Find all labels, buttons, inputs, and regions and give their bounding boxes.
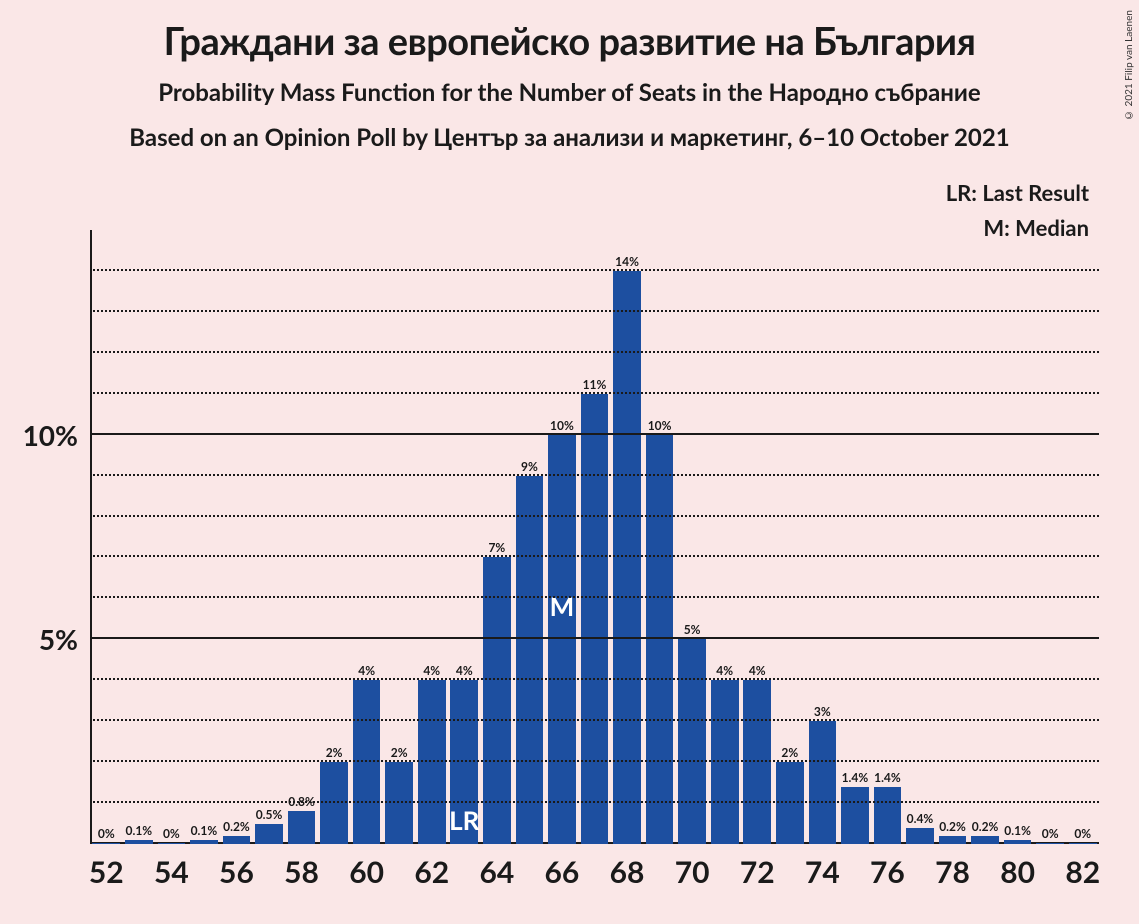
gridline-minor	[90, 351, 1099, 353]
y-axis-tick-label: 10%	[23, 418, 90, 452]
bar: 5%	[678, 639, 706, 844]
x-axis-tick-label: 72	[740, 854, 775, 890]
x-axis-tick-label: 52	[89, 854, 124, 890]
bar: 1.4%	[874, 787, 902, 844]
bar: 4%	[711, 680, 739, 844]
legend-lr: LR: Last Result	[946, 175, 1089, 210]
bar: 1.4%	[841, 787, 869, 844]
gridline-minor	[90, 310, 1099, 312]
x-axis-tick-label: 68	[610, 854, 645, 890]
bar: 4%	[418, 680, 446, 844]
bar-value-label: 0%	[1074, 826, 1091, 843]
x-axis-tick-label: 58	[284, 854, 319, 890]
gridline-minor	[90, 392, 1099, 394]
x-axis-tick-label: 62	[414, 854, 449, 890]
bar: 0.2%	[223, 836, 251, 844]
bar-value-label: 0.2%	[972, 819, 999, 836]
bar-value-label: 1.4%	[874, 770, 901, 787]
x-axis-tick-label: 56	[219, 854, 254, 890]
x-axis-labels: 52 54 56 58 60 62 64 66 68 70 72 74 76 78 80 82	[90, 844, 1099, 894]
x-axis-tick-label: 76	[870, 854, 905, 890]
gridline-minor	[90, 515, 1099, 517]
bar: 4%	[743, 680, 771, 844]
x-axis-tick-label: 80	[1000, 854, 1035, 890]
gridline-minor	[90, 719, 1099, 721]
y-axis-tick-label: 5%	[39, 622, 90, 656]
chart-subtitle-2: Based on an Opinion Poll by Център за ан…	[0, 123, 1139, 152]
copyright-text: © 2021 Filip van Laenen	[1123, 10, 1135, 121]
bar: 0.4%	[906, 828, 934, 844]
bar-value-label: 0.2%	[223, 819, 250, 836]
gridline-minor	[90, 474, 1099, 476]
bar-value-label: 0%	[1042, 826, 1059, 843]
annotation-lr: LR	[449, 804, 479, 836]
gridline-minor	[90, 596, 1099, 598]
bar-value-label: 0.1%	[1004, 823, 1031, 840]
bars-container: 0%0.1%0%0.1%0.2%0.5%0.8%2%4%2%4%4%LR7%9%…	[90, 230, 1099, 844]
x-axis-tick-label: 70	[675, 854, 710, 890]
bar-value-label: 0.1%	[191, 823, 218, 840]
bar: 0.2%	[971, 836, 999, 844]
bar-value-label: 0.4%	[907, 811, 934, 828]
chart-subtitle-1: Probability Mass Function for the Number…	[0, 78, 1139, 107]
gridline-minor	[90, 678, 1099, 680]
bar: 9%	[516, 476, 544, 844]
bar-value-label: 0.1%	[126, 823, 153, 840]
gridline-major	[90, 433, 1099, 435]
bar-value-label: 0%	[98, 826, 115, 843]
bar: 0.2%	[939, 836, 967, 844]
bar-value-label: 0.2%	[939, 819, 966, 836]
bar: 0.8%	[288, 811, 316, 844]
gridline-major	[90, 637, 1099, 639]
chart-title: Граждани за европейско развитие на Бълга…	[0, 0, 1139, 64]
bar: 4%LR	[450, 680, 478, 844]
x-axis-tick-label: 54	[154, 854, 189, 890]
bar: 4%	[353, 680, 381, 844]
chart-area: LR: Last Result M: Median 0%0.1%0%0.1%0.…	[90, 230, 1099, 844]
bar-value-label: 1.4%	[842, 770, 869, 787]
plot-region: 0%0.1%0%0.1%0.2%0.5%0.8%2%4%2%4%4%LR7%9%…	[90, 230, 1099, 844]
x-axis-tick-label: 78	[935, 854, 970, 890]
x-axis-tick-label: 60	[349, 854, 384, 890]
x-axis-tick-label: 64	[479, 854, 514, 890]
bar: 11%	[581, 394, 609, 844]
bar-value-label: 0.5%	[256, 807, 283, 824]
bar: 3%	[809, 721, 837, 844]
x-axis-tick-label: 66	[545, 854, 580, 890]
bar: 14%	[613, 271, 641, 844]
bar-value-label: 0%	[163, 826, 180, 843]
gridline-minor	[90, 269, 1099, 271]
annotation-median: M	[550, 590, 575, 622]
gridline-minor	[90, 801, 1099, 803]
x-axis-tick-label: 74	[805, 854, 840, 890]
gridline-minor	[90, 555, 1099, 557]
bar: 0.5%	[255, 824, 283, 844]
gridline-minor	[90, 760, 1099, 762]
x-axis-tick-label: 82	[1065, 854, 1100, 890]
